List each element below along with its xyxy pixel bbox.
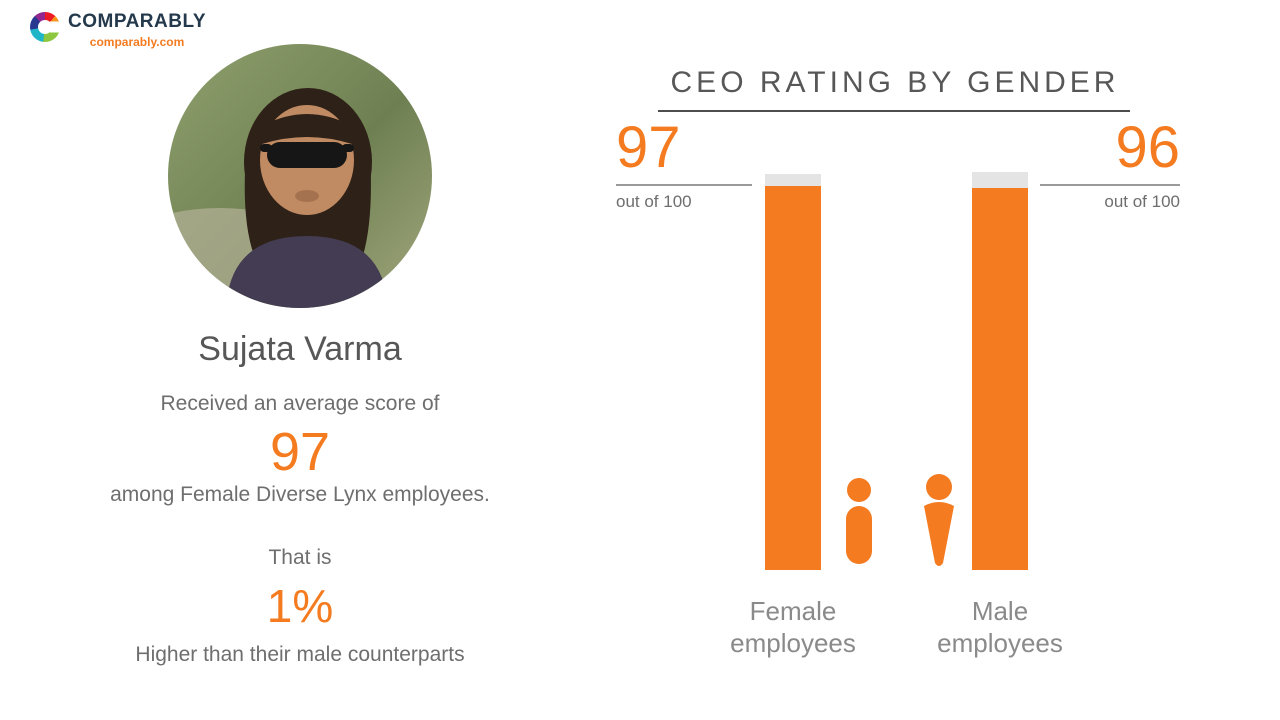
brand-domain: comparably.com: [89, 34, 185, 49]
comparison-percent-value: 1%: [266, 580, 334, 632]
profile-photo: [168, 44, 432, 308]
male-person-icon: [920, 474, 958, 568]
score-intro-text: Received an average score of: [160, 392, 440, 415]
female-score-sub: out of 100: [616, 192, 692, 211]
female-person-icon: [842, 478, 876, 570]
comparison-intro-text: That is: [268, 546, 332, 569]
female-bar-fill: [765, 185, 821, 570]
male-bar-track: [972, 172, 1028, 570]
male-category-label: Male employees: [937, 596, 1063, 658]
comparably-logo-icon: [30, 12, 60, 42]
chart-title: CEO RATING BY GENDER: [670, 66, 1120, 99]
male-score-sub: out of 100: [1104, 192, 1180, 211]
female-bar-track: [765, 174, 821, 570]
female-score-rule: [616, 184, 752, 186]
score-context-text: among Female Diverse Lynx employees.: [110, 483, 490, 506]
brand-name: COMPARABLY: [68, 11, 207, 32]
chart-title-underline: [658, 110, 1130, 112]
female-score-block: 97: [616, 115, 752, 180]
male-score-rule: [1040, 184, 1180, 186]
comparison-context-text: Higher than their male counterparts: [135, 643, 465, 666]
female-score-value: 97: [616, 115, 681, 180]
male-score-block: 96: [1040, 115, 1180, 180]
profile-photo-illustration: [168, 44, 432, 308]
male-bar-fill: [972, 187, 1028, 570]
male-score-value: 96: [1115, 115, 1180, 180]
profile-name: Sujata Varma: [198, 330, 402, 368]
profile-score-value: 97: [269, 422, 331, 482]
female-category-label: Female employees: [730, 596, 856, 658]
brand-logo: COMPARABLY comparably.com: [30, 11, 207, 49]
